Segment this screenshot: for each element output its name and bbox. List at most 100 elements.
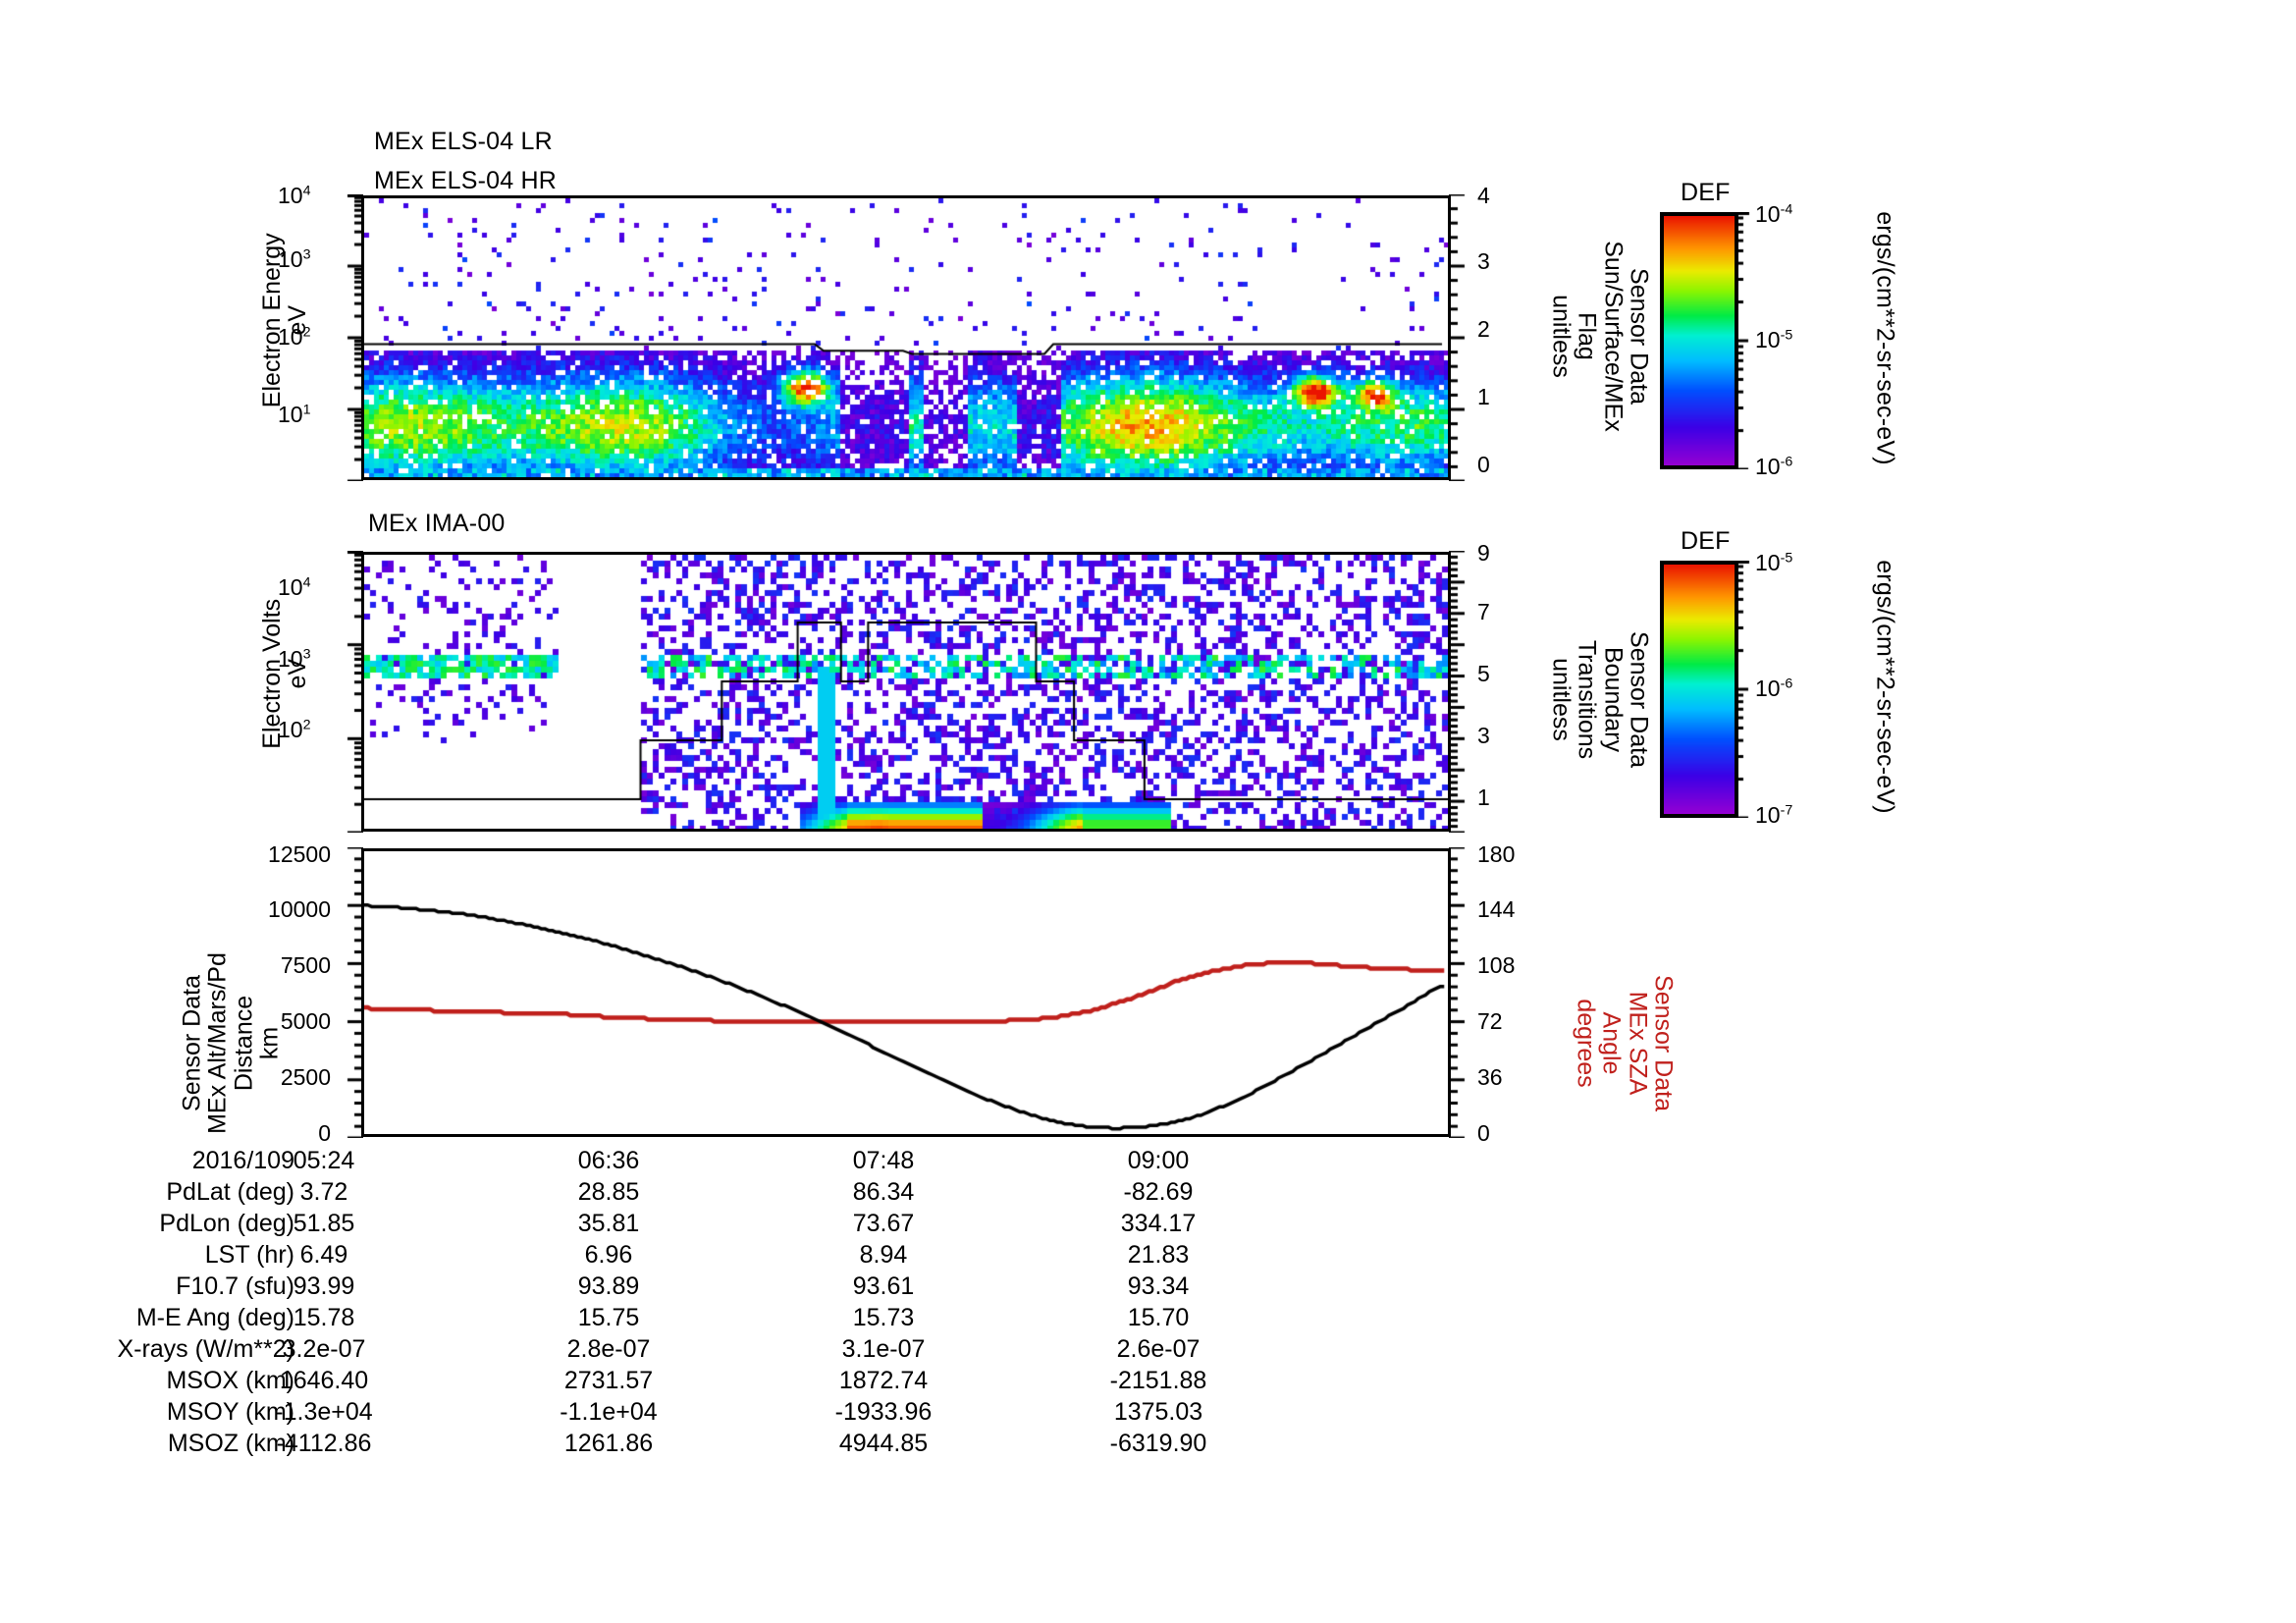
table-cell: 15.78: [293, 1304, 355, 1331]
panel2-ytick-1e4: 104: [278, 574, 311, 600]
panel3-left-minor-ticks: [342, 847, 363, 1138]
panel2-ylabel-right: Sensor Data Boundary Transitions unitles…: [1547, 597, 1653, 803]
panel3-right-minor-ticks: [1449, 847, 1472, 1138]
table-row-label: 2016/109: [191, 1147, 294, 1174]
panel3-rtick-0: 0: [1477, 1120, 1490, 1146]
colorbar1-units: ergs/(cm**2-sr-sec-eV): [1871, 211, 1899, 465]
p3rl3: degrees: [1572, 999, 1600, 1088]
panel3-rtick-180: 180: [1477, 841, 1516, 867]
panel2-rtick-9: 9: [1477, 540, 1490, 566]
panel2-title: MEx IMA-00: [368, 510, 506, 537]
colorbar2-title: DEF: [1681, 527, 1731, 555]
panel2-ytick-1e3: 103: [278, 646, 311, 672]
panel2-left-minor-ticks: [342, 551, 363, 833]
parameter-table: 2016/109 05:24 06:36 07:48 09:00 PdLat (deg) 3…: [0, 1147, 1472, 1461]
panel1-rtick-4: 4: [1477, 183, 1490, 208]
panel3-ytick-7500: 7500: [280, 952, 331, 978]
p3rl0: Sensor Data: [1649, 975, 1678, 1111]
table-row-label: X-rays (W/m**2): [117, 1335, 294, 1363]
p2rl1: Boundary: [1599, 646, 1628, 753]
table-cell: 21.83: [1127, 1241, 1190, 1269]
panel3-ytick-5000: 5000: [280, 1008, 331, 1034]
p3rl2: Angle: [1598, 1011, 1626, 1075]
table-cell: 07:48: [852, 1147, 915, 1174]
panel3-ylabel-right: Sensor Data MEx SZA Angle degrees: [1572, 931, 1678, 1157]
table-cell: 1375.03: [1113, 1398, 1203, 1426]
panel1-right-minor-ticks: [1449, 194, 1472, 481]
panel1-spectrogram: [364, 198, 1448, 477]
panel1-ytick-1e2: 102: [278, 324, 311, 350]
table-cell: 06:36: [577, 1147, 640, 1174]
panel1-ylabel-right: Sensor Data Sun/Surface/MEx Flag unitles…: [1547, 234, 1653, 440]
p1rl0: Sensor Data: [1625, 268, 1653, 405]
table-cell: 15.70: [1127, 1304, 1190, 1331]
panel3-ytick-10000: 10000: [268, 896, 331, 922]
table-cell: 1646.40: [279, 1367, 369, 1394]
p1rl2: Flag: [1574, 312, 1601, 360]
panel2-rtick-3: 3: [1477, 723, 1490, 748]
table-cell: -82.69: [1123, 1178, 1194, 1206]
table-cell: 93.89: [577, 1272, 640, 1300]
table-cell: 3.2e-07: [282, 1335, 366, 1363]
table-cell: 2731.57: [563, 1367, 654, 1394]
table-cell: -1.1e+04: [560, 1398, 658, 1426]
panel3-rtick-36: 36: [1477, 1064, 1503, 1090]
table-cell: 15.75: [577, 1304, 640, 1331]
table-cell: 3.1e-07: [841, 1335, 926, 1363]
panel3-ytick-2500: 2500: [280, 1064, 331, 1090]
panel1-ytick-1e4: 104: [278, 183, 311, 208]
table-row-label: LST (hr): [204, 1241, 294, 1269]
panel2-rtick-5: 5: [1477, 661, 1490, 686]
panel3-ytick-12500: 12500: [268, 841, 331, 867]
table-cell: 93.34: [1127, 1272, 1190, 1300]
table-cell: -2151.88: [1109, 1367, 1207, 1394]
colorbar2-top-label: 10-5: [1755, 550, 1793, 575]
colorbar2-bottom-label: 10-7: [1755, 802, 1793, 828]
panel1-plot-area: [361, 195, 1451, 480]
p1rl3: unitless: [1547, 295, 1575, 378]
p3ll1: MEx Alt/Mars/Pd: [203, 952, 232, 1134]
p3rl1: MEx SZA: [1624, 991, 1652, 1096]
p3ll0: Sensor Data: [178, 975, 206, 1111]
panel1-rtick-3: 3: [1477, 248, 1490, 274]
table-cell: -1933.96: [834, 1398, 933, 1426]
panel1-ytick-1e3: 103: [278, 246, 311, 272]
table-cell: 35.81: [577, 1210, 640, 1237]
table-cell: 28.85: [577, 1178, 640, 1206]
p2rl3: unitless: [1547, 658, 1575, 741]
colorbar2-gradient: [1664, 565, 1735, 814]
colorbar1-ticks: [1736, 212, 1754, 469]
table-cell: 3.72: [299, 1178, 348, 1206]
panel3-rtick-72: 72: [1477, 1008, 1503, 1034]
panel3-lines: [364, 851, 1448, 1134]
panel3-ytick-0: 0: [318, 1120, 331, 1146]
table-cell: 6.49: [299, 1241, 348, 1269]
panel2-spectrogram: [364, 555, 1448, 829]
panel2-ytick-1e2: 102: [278, 717, 311, 742]
p1rl1: Sun/Surface/MEx: [1599, 241, 1628, 432]
table-row-label: PdLon (deg): [159, 1210, 294, 1237]
panel3-rtick-108: 108: [1477, 952, 1516, 978]
panel2-right-minor-ticks: [1449, 551, 1472, 833]
p2rl2: Transitions: [1574, 639, 1601, 760]
table-cell: 6.96: [584, 1241, 633, 1269]
panel2-rtick-7: 7: [1477, 599, 1490, 624]
colorbar1-title: DEF: [1681, 179, 1731, 206]
colorbar1-bottom-label: 10-6: [1755, 454, 1793, 479]
table-row-label: MSOX (km): [166, 1367, 294, 1394]
table-row-label: MSOZ (km): [167, 1430, 294, 1457]
table-cell: -1.3e+04: [275, 1398, 373, 1426]
table-cell: 1261.86: [563, 1430, 654, 1457]
table-cell: 93.61: [852, 1272, 915, 1300]
panel1-rtick-0: 0: [1477, 452, 1490, 477]
table-cell: 4944.85: [838, 1430, 929, 1457]
table-cell: 1872.74: [838, 1367, 929, 1394]
panel1-title-lr: MEx ELS-04 LR: [374, 128, 553, 155]
table-cell: 05:24: [293, 1147, 355, 1174]
table-cell: 93.99: [293, 1272, 355, 1300]
table-row-label: F10.7 (sfu): [176, 1272, 294, 1300]
p2rl0: Sensor Data: [1625, 631, 1653, 768]
table-cell: 2.8e-07: [566, 1335, 651, 1363]
panel1-rtick-1: 1: [1477, 384, 1490, 409]
panel3-plot-area: [361, 848, 1451, 1137]
